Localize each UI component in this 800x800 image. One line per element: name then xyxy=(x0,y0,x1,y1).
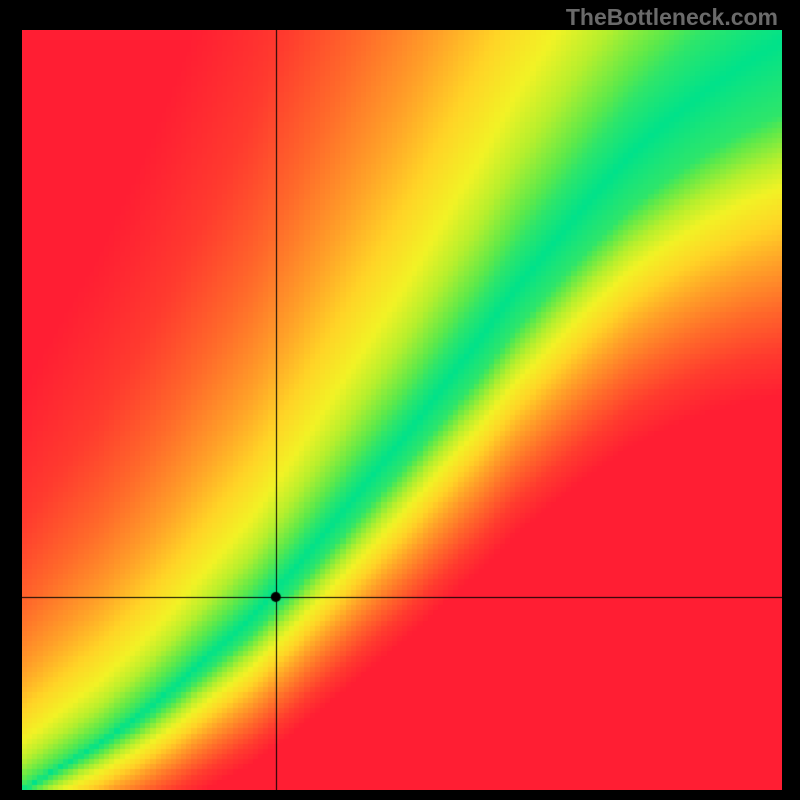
bottleneck-heatmap xyxy=(22,30,782,790)
watermark-text: TheBottleneck.com xyxy=(566,4,778,31)
